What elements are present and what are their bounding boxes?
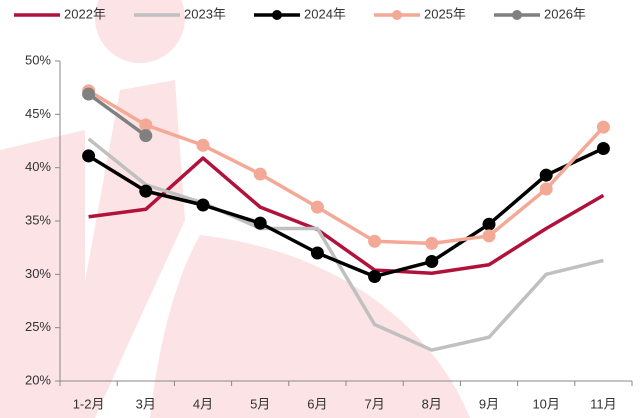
y-tick-label: 50%	[25, 52, 51, 67]
x-tick-label: 11月	[590, 396, 617, 411]
legend-label: 2022年	[64, 6, 106, 21]
data-point	[197, 139, 210, 152]
data-point	[254, 217, 267, 230]
y-tick-label: 45%	[25, 106, 51, 121]
legend-label: 2024年	[304, 6, 346, 21]
x-tick-label: 3月	[136, 396, 156, 411]
data-point	[82, 88, 95, 101]
legend-label: 2026年	[544, 6, 586, 21]
legend-label: 2025年	[424, 6, 466, 21]
y-tick-label: 25%	[25, 319, 51, 334]
data-point	[139, 185, 152, 198]
legend-label: 2023年	[184, 6, 226, 21]
data-point	[368, 270, 381, 283]
legend-marker	[512, 10, 522, 20]
data-point	[540, 183, 553, 196]
x-tick-label: 1-2月	[73, 396, 105, 411]
data-point	[597, 142, 610, 155]
data-point	[425, 237, 438, 250]
data-point	[139, 129, 152, 142]
data-point	[197, 199, 210, 212]
x-tick-label: 7月	[364, 396, 384, 411]
x-tick-label: 6月	[307, 396, 327, 411]
data-point	[540, 169, 553, 182]
data-point	[597, 121, 610, 134]
background-decoration	[0, 0, 470, 418]
legend-marker	[392, 10, 402, 20]
y-tick-label: 30%	[25, 266, 51, 281]
data-point	[311, 247, 324, 260]
chart: 20% 25% 30% 35% 40% 45% 50% 1-2月 3月 4月 5月 6月 7月 8月 9月 1…	[0, 0, 644, 418]
y-tick-label: 20%	[25, 372, 51, 387]
data-point	[483, 218, 496, 231]
x-tick-label: 5月	[250, 396, 270, 411]
legend-marker	[272, 10, 282, 20]
y-tick-label: 40%	[25, 159, 51, 174]
data-point	[82, 149, 95, 162]
data-point	[483, 229, 496, 242]
x-tick-label: 9月	[479, 396, 499, 411]
x-tick-label: 4月	[193, 396, 213, 411]
y-tick-label: 35%	[25, 212, 51, 227]
data-point	[311, 201, 324, 214]
data-point	[254, 168, 267, 181]
data-point	[368, 235, 381, 248]
x-tick-label: 10月	[532, 396, 559, 411]
data-point	[425, 255, 438, 268]
x-tick-label: 8月	[422, 396, 442, 411]
